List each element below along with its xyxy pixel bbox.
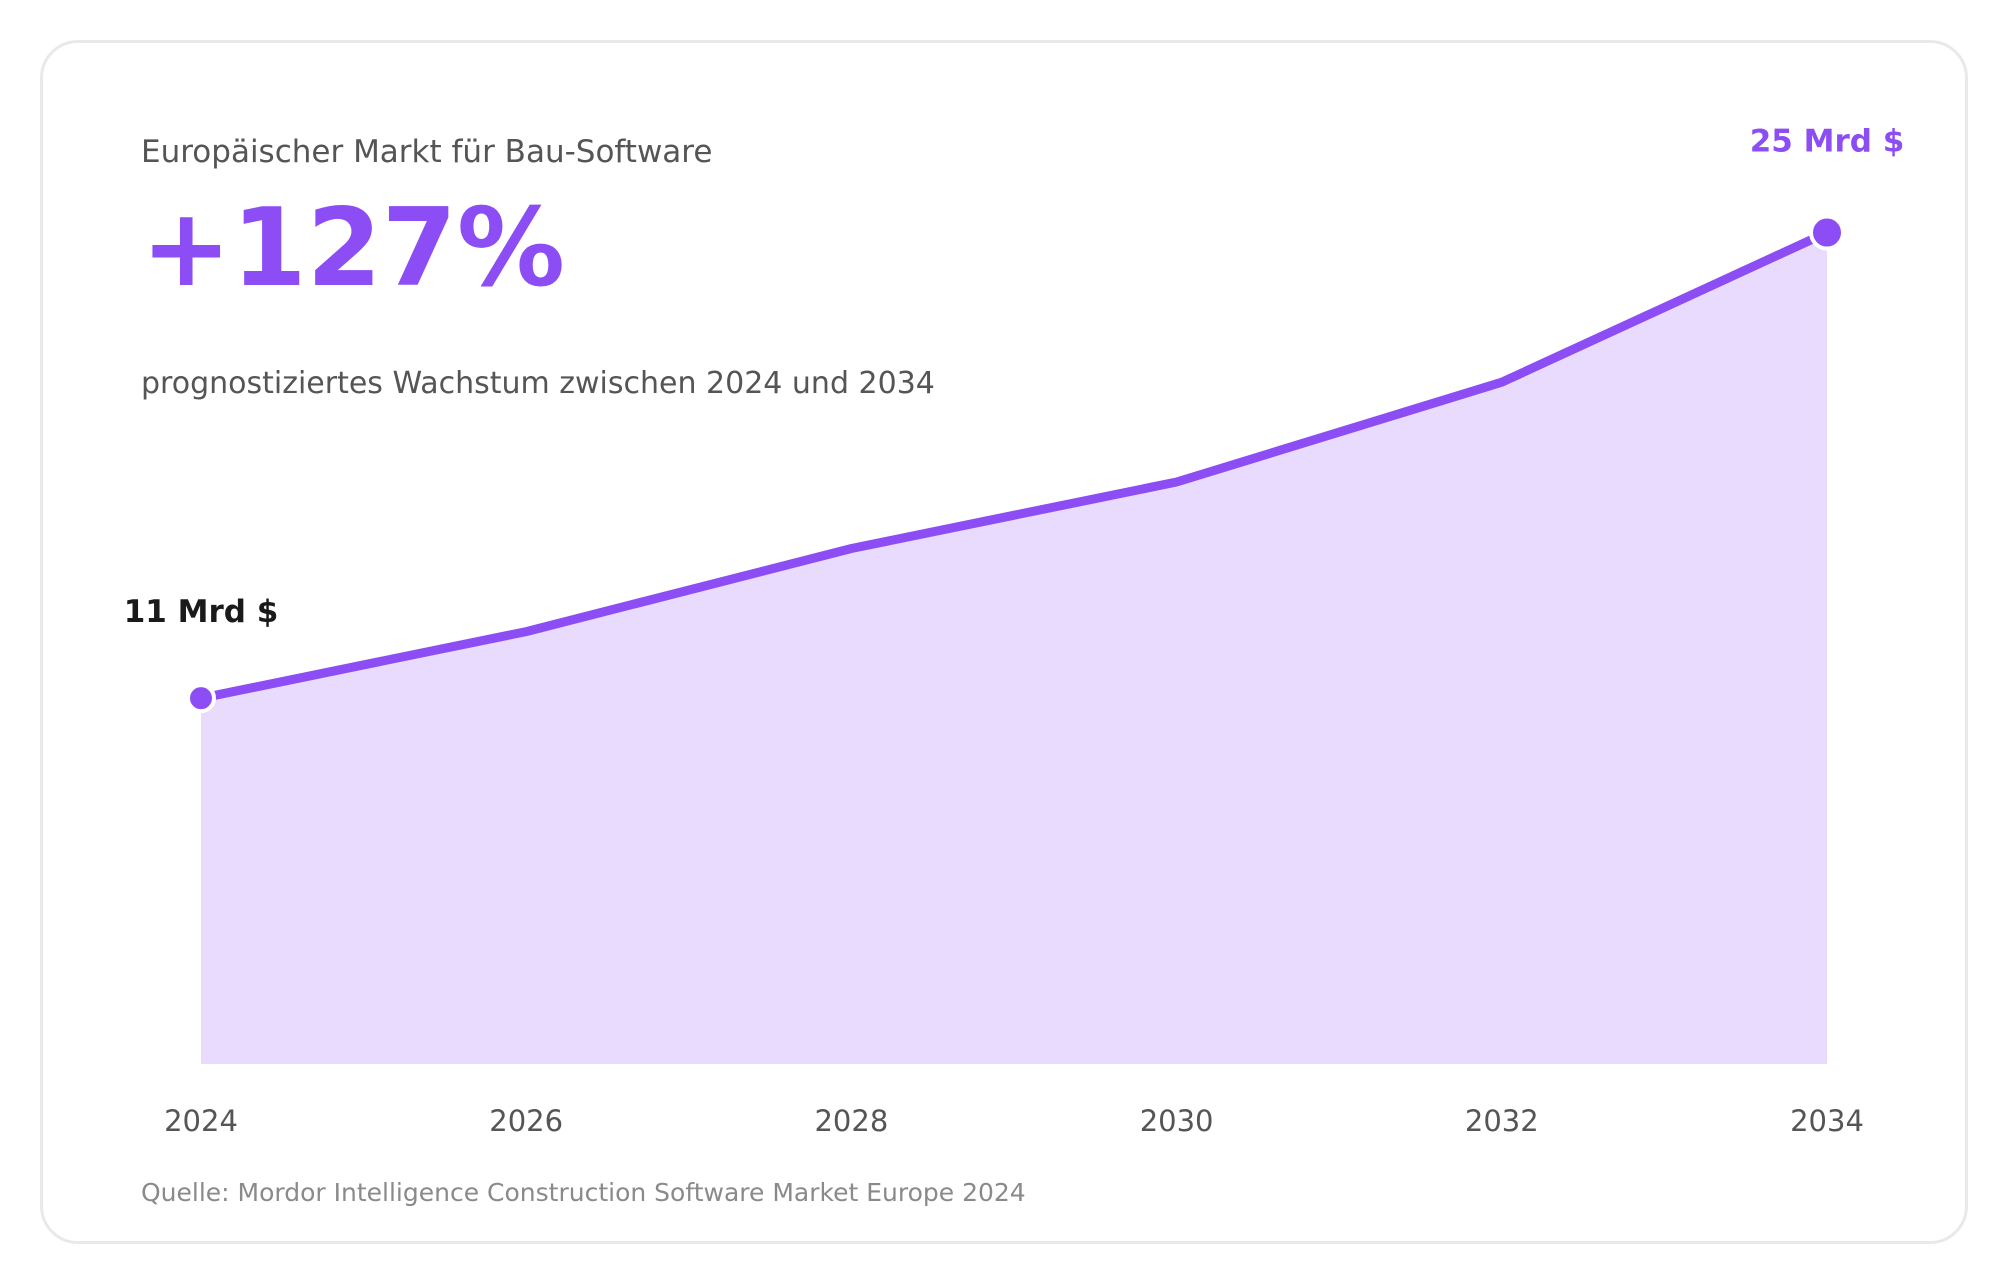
x-tick-label: 2028 xyxy=(814,1104,888,1138)
x-tick-label: 2032 xyxy=(1465,1104,1539,1138)
end-value-label: 25 Mrd $ xyxy=(1750,124,1905,160)
start-value-label: 11 Mrd $ xyxy=(124,594,279,630)
source-note: Quelle: Mordor Intelligence Construction… xyxy=(141,1178,1026,1207)
x-tick-label: 2034 xyxy=(1790,1104,1864,1138)
growth-headline: +127% xyxy=(141,186,566,311)
x-tick-label: 2024 xyxy=(164,1104,238,1138)
end-point-marker xyxy=(1809,214,1845,251)
series-line xyxy=(196,228,1832,703)
x-tick-label: 2030 xyxy=(1140,1104,1214,1138)
start-point-marker xyxy=(186,683,216,714)
chart-subtitle: Europäischer Markt für Bau-Software xyxy=(141,134,713,170)
area-fill xyxy=(201,232,1827,1064)
growth-description: prognostiziertes Wachstum zwischen 2024 … xyxy=(141,366,935,401)
x-tick-label: 2026 xyxy=(489,1104,563,1138)
